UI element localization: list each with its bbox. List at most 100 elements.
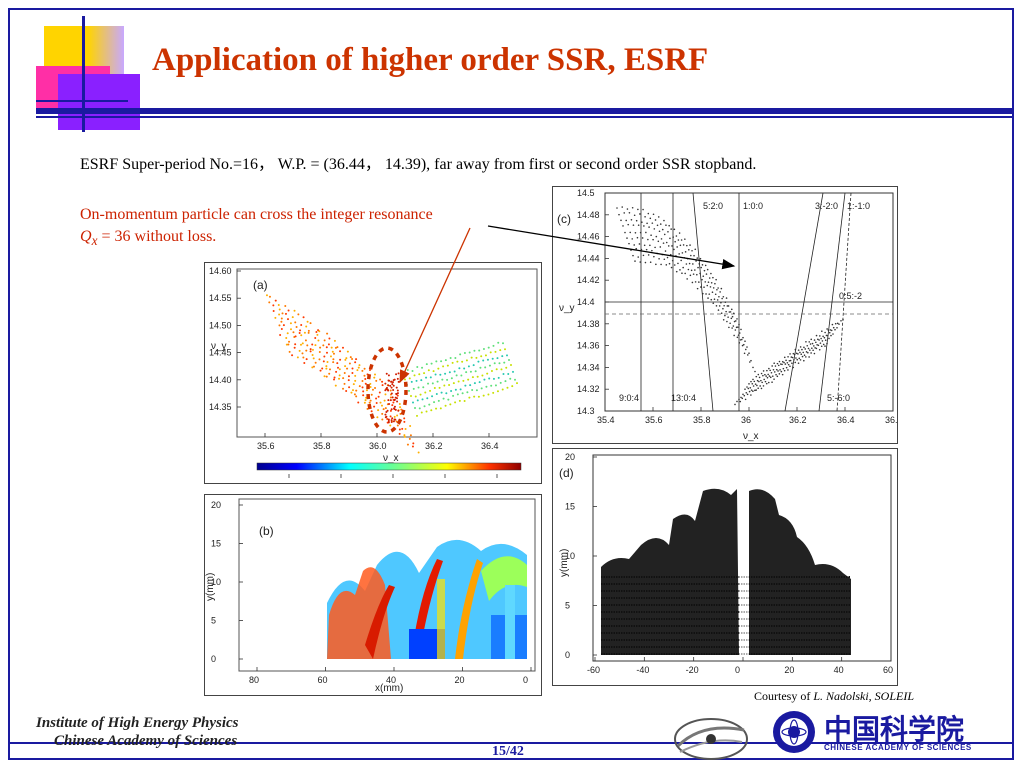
scatter-point — [384, 407, 387, 410]
scatter-point — [468, 396, 471, 399]
scatter-point — [389, 415, 392, 418]
scatter-point — [314, 361, 317, 364]
scatter-point — [309, 322, 312, 325]
scatter-point — [378, 391, 381, 394]
scatter-point — [289, 328, 292, 331]
scatter-point — [319, 369, 322, 372]
scatter-point — [396, 424, 399, 427]
scatter-point — [726, 320, 728, 323]
x-tick-label: 40 — [834, 665, 844, 675]
scatter-point — [362, 394, 365, 397]
scatter-point — [786, 361, 789, 364]
panel-b-yticks: 20 15 10 5 0 — [211, 500, 243, 664]
scatter-point — [355, 389, 358, 392]
scatter-point — [717, 287, 719, 289]
scatter-point — [398, 402, 401, 405]
scatter-point — [301, 342, 304, 345]
scatter-point — [473, 395, 476, 398]
panel-a-tune-footprint: (a) ν_y ν_x 35.6 35.8 36.0 36.2 36.4 14.60 14… — [204, 262, 542, 484]
scatter-point — [767, 381, 770, 384]
scatter-point — [689, 244, 691, 246]
scatter-point — [305, 358, 308, 361]
scatter-point — [426, 397, 429, 400]
scatter-point — [455, 374, 458, 377]
scatter-point — [773, 362, 775, 364]
scatter-point — [787, 355, 789, 358]
scatter-point — [384, 393, 387, 396]
panel-c-scatter — [616, 206, 844, 406]
scatter-point — [801, 348, 803, 351]
scatter-point — [489, 351, 492, 354]
scatter-point — [798, 357, 801, 360]
scatter-point — [479, 366, 482, 369]
scatter-point — [792, 366, 795, 369]
scatter-point — [676, 246, 678, 248]
scatter-point — [375, 379, 378, 382]
scatter-point — [701, 264, 704, 266]
scatter-point — [287, 343, 290, 346]
scatter-point — [414, 407, 416, 410]
scatter-point — [416, 414, 418, 417]
scatter-point — [812, 349, 814, 352]
scatter-point — [748, 361, 751, 363]
scatter-point — [328, 368, 331, 371]
scatter-point — [361, 379, 364, 382]
scatter-point — [642, 208, 644, 211]
y-tick-label: 14.45 — [209, 348, 232, 358]
scatter-point — [463, 351, 466, 354]
scatter-point — [379, 401, 382, 404]
scatter-point — [769, 376, 772, 379]
scatter-point — [344, 365, 347, 368]
scatter-point — [346, 350, 349, 353]
scatter-point — [640, 248, 643, 251]
scatter-point — [722, 319, 725, 321]
slide-frame — [8, 8, 1014, 760]
scatter-point — [718, 295, 720, 298]
x-tick-label: −10 — [281, 482, 296, 483]
scatter-point — [682, 244, 685, 246]
scatter-point — [822, 343, 825, 346]
scatter-point — [736, 336, 739, 339]
scatter-point — [682, 266, 684, 269]
scatter-point — [694, 269, 696, 271]
scatter-point — [707, 281, 710, 283]
scatter-point — [818, 339, 820, 341]
scatter-point — [707, 297, 709, 299]
scatter-point — [659, 246, 662, 248]
scatter-point — [766, 376, 769, 379]
scatter-point — [471, 376, 474, 379]
scatter-point — [737, 334, 740, 336]
y-tick-label: 14.46 — [577, 232, 600, 242]
scatter-point — [319, 346, 322, 349]
scatter-point — [506, 386, 509, 389]
scatter-point — [746, 346, 748, 348]
scatter-point — [363, 401, 366, 404]
scatter-point — [277, 304, 280, 307]
scatter-point — [418, 373, 421, 376]
scatter-point — [358, 364, 361, 367]
scatter-point — [729, 311, 732, 313]
scatter-point — [751, 382, 754, 385]
scatter-point — [808, 356, 810, 358]
scatter-point — [393, 408, 396, 411]
scatter-point — [512, 370, 514, 373]
scatter-point — [790, 356, 793, 358]
scatter-point — [357, 366, 360, 369]
scatter-point — [659, 223, 662, 225]
y-tick-label: 14.32 — [577, 384, 600, 394]
scatter-point — [333, 378, 336, 381]
scatter-point — [498, 362, 501, 365]
scatter-point — [470, 356, 473, 359]
scatter-point — [649, 261, 652, 264]
scatter-point — [478, 381, 481, 384]
scatter-point — [396, 377, 399, 380]
scatter-point — [757, 373, 760, 376]
scatter-point — [797, 349, 800, 351]
scatter-point — [660, 263, 662, 266]
scatter-point — [394, 396, 397, 399]
scatter-point — [403, 435, 406, 438]
scatter-point — [507, 373, 510, 376]
y-tick-label: 14.34 — [577, 362, 600, 372]
scatter-point — [754, 370, 756, 373]
scatter-point — [673, 248, 675, 251]
